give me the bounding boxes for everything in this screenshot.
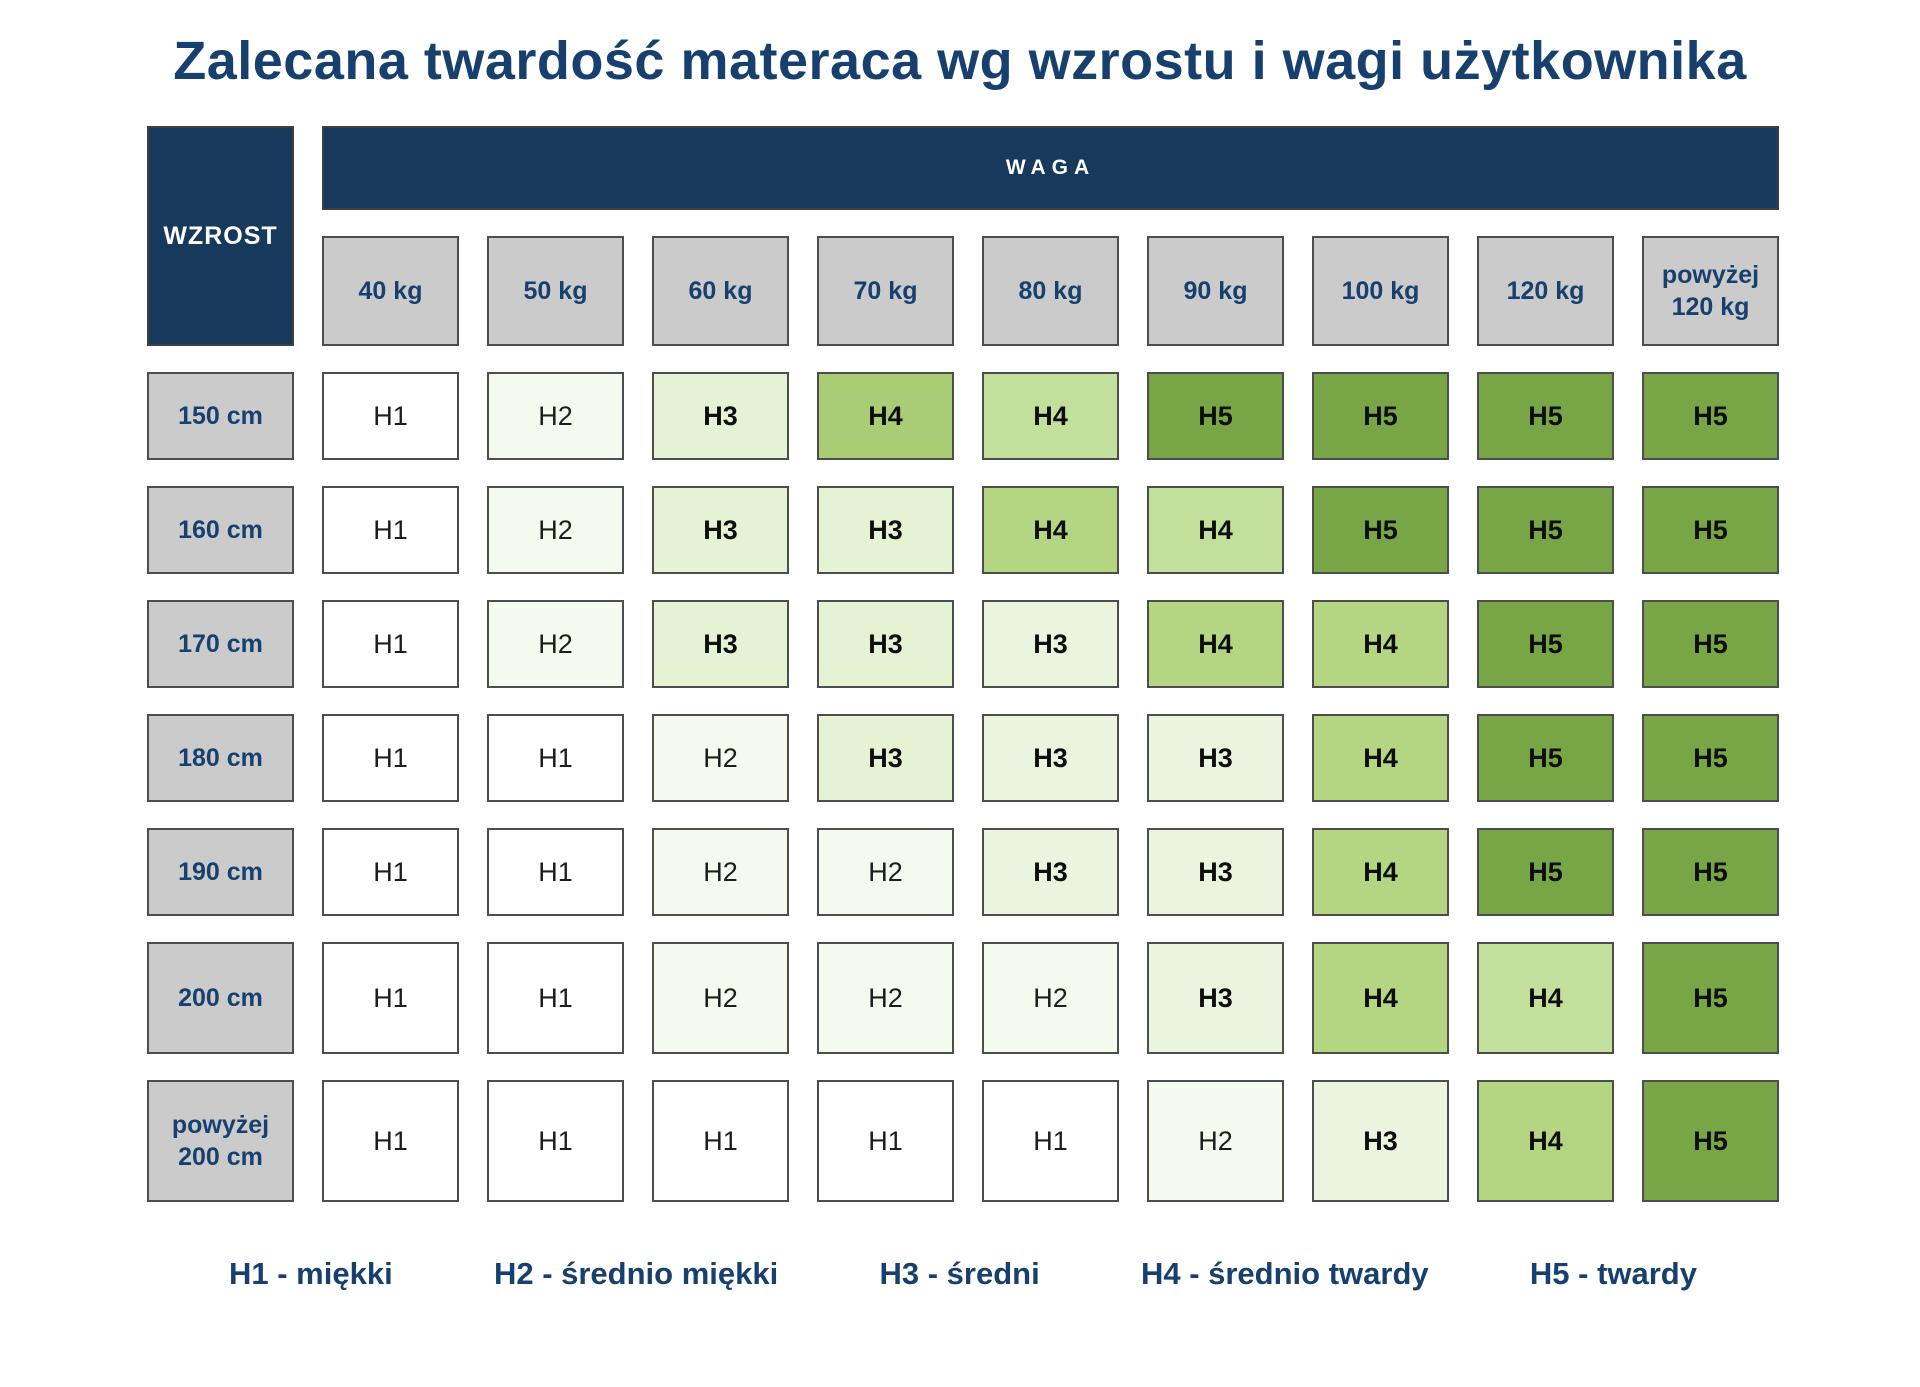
firmness-cell: H2 bbox=[817, 828, 954, 917]
firmness-cell: H5 bbox=[1477, 828, 1614, 917]
firmness-table: WZROST WAGA 40 kg 50 kg 60 kg 70 kg 80 kg 90 … bbox=[147, 126, 1779, 1203]
firmness-cell: H1 bbox=[487, 828, 624, 917]
height-row-header: 170 cm bbox=[147, 600, 294, 689]
firmness-cell: H1 bbox=[487, 942, 624, 1055]
firmness-cell: H5 bbox=[1642, 1080, 1779, 1203]
firmness-cell: H3 bbox=[817, 600, 954, 689]
weight-column-header: 90 kg bbox=[1147, 236, 1284, 347]
firmness-cell: H2 bbox=[817, 942, 954, 1055]
firmness-cell: H2 bbox=[652, 942, 789, 1055]
weight-column-header: powyżej 120 kg bbox=[1642, 236, 1779, 347]
firmness-cell: H5 bbox=[1642, 372, 1779, 461]
firmness-cell: H5 bbox=[1312, 486, 1449, 575]
firmness-cell: H3 bbox=[982, 600, 1119, 689]
firmness-cell: H4 bbox=[1147, 600, 1284, 689]
firmness-cell: H5 bbox=[1642, 600, 1779, 689]
weight-column-header: 100 kg bbox=[1312, 236, 1449, 347]
firmness-cell: H5 bbox=[1477, 486, 1614, 575]
firmness-cell: H5 bbox=[1642, 486, 1779, 575]
firmness-cell: H1 bbox=[982, 1080, 1119, 1203]
firmness-cell: H5 bbox=[1642, 942, 1779, 1055]
firmness-cell: H1 bbox=[652, 1080, 789, 1203]
firmness-cell: H3 bbox=[1147, 828, 1284, 917]
height-row-header: 190 cm bbox=[147, 828, 294, 917]
height-row-header: 150 cm bbox=[147, 372, 294, 461]
firmness-cell: H4 bbox=[982, 486, 1119, 575]
firmness-cell: H1 bbox=[817, 1080, 954, 1203]
firmness-cell: H1 bbox=[322, 828, 459, 917]
height-axis-header: WZROST bbox=[147, 126, 294, 347]
firmness-cell: H4 bbox=[1312, 714, 1449, 803]
firmness-cell: H5 bbox=[1312, 372, 1449, 461]
firmness-cell: H3 bbox=[652, 372, 789, 461]
firmness-cell: H1 bbox=[322, 372, 459, 461]
legend-item-h3: H3 - średni bbox=[879, 1256, 1040, 1292]
firmness-cell: H5 bbox=[1147, 372, 1284, 461]
legend-item-h5: H5 - twardy bbox=[1529, 1256, 1697, 1292]
firmness-cell: H5 bbox=[1477, 372, 1614, 461]
firmness-cell: H2 bbox=[487, 372, 624, 461]
firmness-cell: H4 bbox=[817, 372, 954, 461]
weight-column-header: 60 kg bbox=[652, 236, 789, 347]
weight-column-header: 50 kg bbox=[487, 236, 624, 347]
height-row-header: 160 cm bbox=[147, 486, 294, 575]
firmness-cell: H3 bbox=[817, 714, 954, 803]
firmness-cell: H1 bbox=[322, 942, 459, 1055]
firmness-cell: H1 bbox=[322, 600, 459, 689]
firmness-cell: H2 bbox=[982, 942, 1119, 1055]
firmness-cell: H2 bbox=[652, 828, 789, 917]
height-row-header: powyżej 200 cm bbox=[147, 1080, 294, 1203]
weight-axis-header: WAGA bbox=[322, 126, 1779, 211]
firmness-cell: H4 bbox=[982, 372, 1119, 461]
firmness-cell: H1 bbox=[322, 1080, 459, 1203]
firmness-cell: H5 bbox=[1642, 714, 1779, 803]
weight-column-header: 120 kg bbox=[1477, 236, 1614, 347]
firmness-cell: H4 bbox=[1312, 942, 1449, 1055]
firmness-cell: H3 bbox=[1312, 1080, 1449, 1203]
firmness-cell: H3 bbox=[652, 486, 789, 575]
firmness-legend: H1 - miękki H2 - średnio miękki H3 - śre… bbox=[147, 1256, 1779, 1292]
firmness-cell: H4 bbox=[1477, 1080, 1614, 1203]
firmness-cell: H3 bbox=[1147, 714, 1284, 803]
legend-item-h4: H4 - średnio twardy bbox=[1140, 1256, 1429, 1292]
weight-column-header: 40 kg bbox=[322, 236, 459, 347]
firmness-cell: H3 bbox=[982, 714, 1119, 803]
legend-item-h2: H2 - średnio miękki bbox=[493, 1256, 779, 1292]
firmness-cell: H1 bbox=[487, 1080, 624, 1203]
firmness-cell: H1 bbox=[487, 714, 624, 803]
firmness-cell: H5 bbox=[1477, 714, 1614, 803]
weight-column-header: 80 kg bbox=[982, 236, 1119, 347]
firmness-cell: H5 bbox=[1477, 600, 1614, 689]
page-title: Zalecana twardość materaca wg wzrostu i … bbox=[173, 31, 1747, 91]
firmness-cell: H5 bbox=[1642, 828, 1779, 917]
firmness-cell: H4 bbox=[1477, 942, 1614, 1055]
firmness-cell: H4 bbox=[1312, 600, 1449, 689]
legend-item-h1: H1 - miękki bbox=[229, 1256, 393, 1292]
firmness-cell: H2 bbox=[652, 714, 789, 803]
firmness-cell: H3 bbox=[982, 828, 1119, 917]
firmness-cell: H3 bbox=[1147, 942, 1284, 1055]
firmness-cell: H4 bbox=[1312, 828, 1449, 917]
height-row-header: 180 cm bbox=[147, 714, 294, 803]
weight-column-header: 70 kg bbox=[817, 236, 954, 347]
firmness-cell: H1 bbox=[322, 486, 459, 575]
firmness-cell: H2 bbox=[487, 486, 624, 575]
firmness-cell: H3 bbox=[652, 600, 789, 689]
height-row-header: 200 cm bbox=[147, 942, 294, 1055]
firmness-cell: H3 bbox=[817, 486, 954, 575]
firmness-cell: H1 bbox=[322, 714, 459, 803]
firmness-cell: H2 bbox=[1147, 1080, 1284, 1203]
firmness-cell: H2 bbox=[487, 600, 624, 689]
firmness-cell: H4 bbox=[1147, 486, 1284, 575]
